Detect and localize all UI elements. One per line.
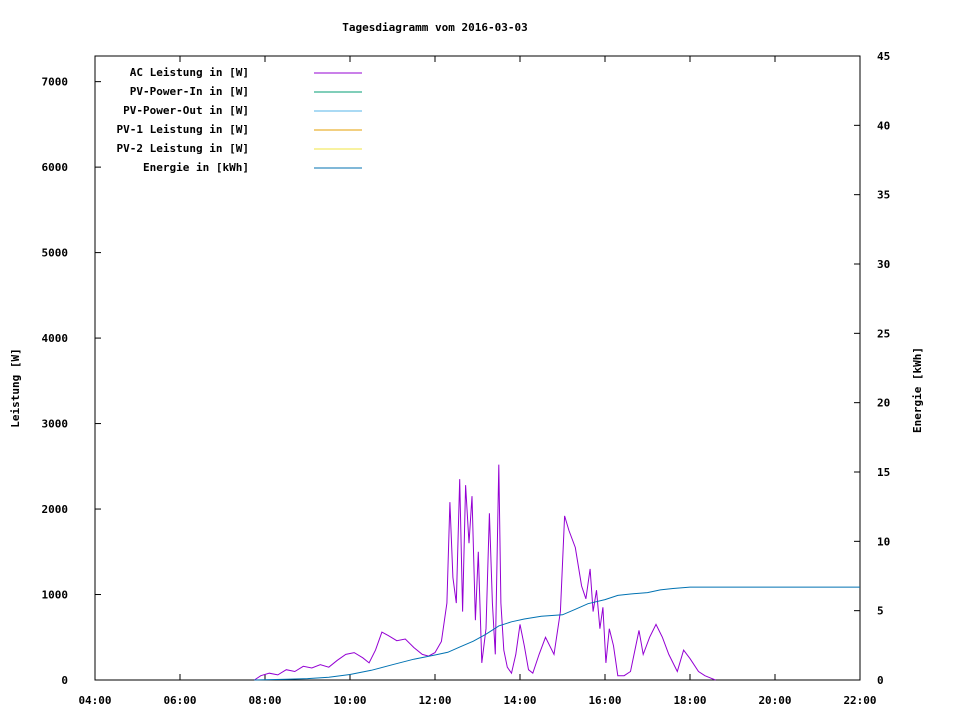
y2-tick-label: 10: [877, 535, 890, 548]
y2-tick-label: 5: [877, 605, 884, 618]
y2-tick-label: 30: [877, 258, 890, 271]
x-tick-label: 08:00: [248, 694, 281, 707]
legend-label: PV-2 Leistung in [W]: [117, 142, 249, 155]
legend-label: PV-Power-Out in [W]: [123, 104, 249, 117]
x-tick-label: 22:00: [843, 694, 876, 707]
x-tick-label: 06:00: [163, 694, 196, 707]
x-tick-label: 16:00: [588, 694, 621, 707]
y2-tick-label: 35: [877, 189, 890, 202]
y2-tick-label: 45: [877, 50, 890, 63]
x-tick-label: 14:00: [503, 694, 536, 707]
y2-axis-label: Energie [kWh]: [911, 347, 924, 433]
legend-label: PV-Power-In in [W]: [130, 85, 249, 98]
y-tick-label: 6000: [42, 161, 69, 174]
legend-label: AC Leistung in [W]: [130, 66, 249, 79]
y2-tick-label: 25: [877, 327, 890, 340]
legend-label: Energie in [kWh]: [143, 161, 249, 174]
y2-tick-label: 15: [877, 466, 890, 479]
y-tick-label: 4000: [42, 332, 69, 345]
series-layer: [254, 464, 860, 681]
y-tick-label: 0: [61, 674, 68, 687]
y-tick-label: 5000: [42, 247, 69, 260]
y2-tick-label: 40: [877, 119, 890, 132]
y-tick-label: 3000: [42, 418, 69, 431]
series-line-ac-leistung-in-w: [254, 464, 716, 681]
x-tick-label: 20:00: [758, 694, 791, 707]
legend: AC Leistung in [W] PV-Power-In in [W] PV-P…: [117, 66, 362, 174]
x-tick-label: 04:00: [78, 694, 111, 707]
axis-ticks: 04:00 06:00 08:00 10:00 12:00 14:00 16:00 18:00…: [42, 50, 891, 707]
y-tick-label: 7000: [42, 76, 69, 89]
y-tick-label: 1000: [42, 589, 69, 602]
y-axis-label: Leistung [W]: [9, 348, 22, 427]
series-line-energie-in-kwh: [254, 586, 860, 681]
y2-tick-label: 0: [877, 674, 884, 687]
x-tick-label: 10:00: [333, 694, 366, 707]
x-tick-label: 12:00: [418, 694, 451, 707]
chart-title: Tagesdiagramm vom 2016-03-03: [342, 21, 527, 34]
x-tick-label: 18:00: [673, 694, 706, 707]
y2-tick-label: 20: [877, 397, 890, 410]
legend-label: PV-1 Leistung in [W]: [117, 123, 249, 136]
plot-frame: [94, 55, 861, 681]
y-tick-label: 2000: [42, 503, 69, 516]
